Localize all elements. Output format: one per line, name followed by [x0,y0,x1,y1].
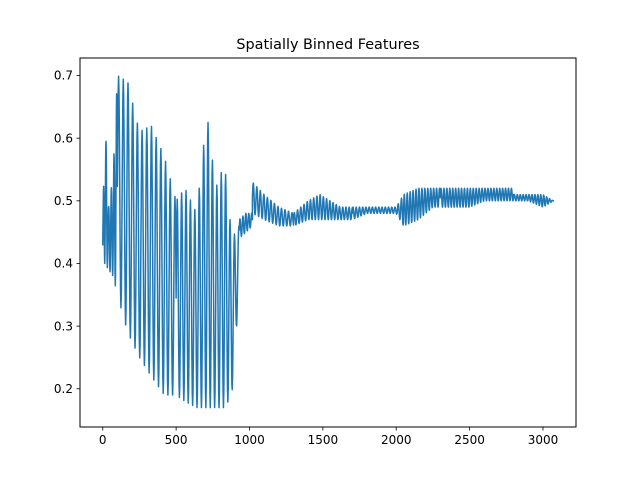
y-tick-label: 0.5 [54,194,73,208]
x-tick-label: 500 [165,433,188,447]
y-axis: 0.2 0.3 0.4 0.5 0.6 0.7 [54,69,80,396]
chart-title: Spatially Binned Features [236,37,419,53]
x-tick-label: 2500 [454,433,485,447]
x-tick-label: 0 [99,433,107,447]
y-tick-label: 0.7 [54,69,73,83]
x-axis: 0 500 1000 1500 2000 2500 3000 [99,427,558,447]
x-tick-label: 2000 [381,433,412,447]
x-tick-label: 1000 [234,433,265,447]
x-tick-label: 3000 [528,433,559,447]
y-tick-label: 0.6 [54,131,73,145]
series-line [101,75,555,409]
plot-frame [79,57,577,428]
y-tick-label: 0.3 [54,319,73,333]
x-tick-label: 1500 [308,433,339,447]
y-tick-label: 0.4 [54,257,73,271]
y-tick-label: 0.2 [54,382,73,396]
plot-line-group [101,75,555,409]
